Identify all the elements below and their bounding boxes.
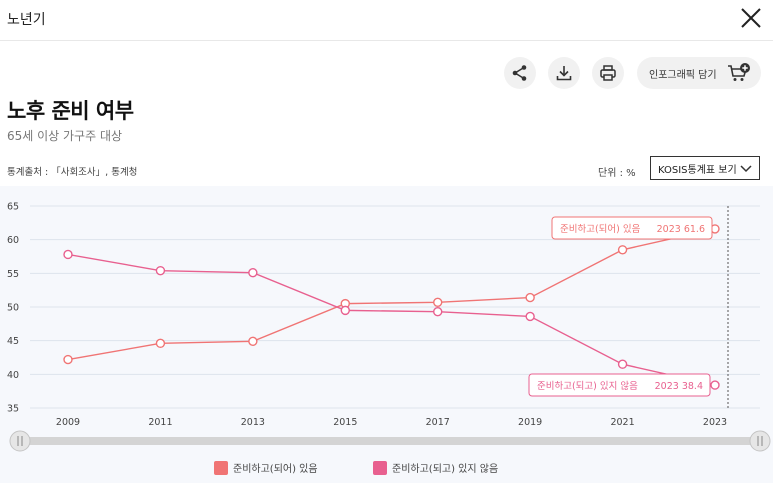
data-point bbox=[248, 267, 258, 278]
legend-item-series-1[interactable]: 준비하고(되어) 있음 bbox=[214, 460, 318, 475]
kosis-select-label: KOSIS통계표 보기 bbox=[658, 164, 737, 176]
y-tick-label: 65 bbox=[7, 202, 19, 213]
range-slider-right-handle[interactable] bbox=[749, 430, 771, 452]
data-point bbox=[710, 380, 720, 390]
x-tick-label: 2019 bbox=[518, 417, 542, 428]
x-tick-label: 2023 bbox=[703, 417, 727, 428]
range-slider-left-handle[interactable] bbox=[9, 430, 31, 452]
series-line-1 bbox=[67, 228, 716, 361]
y-tick-label: 40 bbox=[7, 370, 19, 381]
x-tick-label: 2009 bbox=[56, 417, 80, 428]
share-icon bbox=[512, 65, 527, 81]
data-point bbox=[155, 338, 166, 349]
kosis-table-select[interactable]: KOSIS통계표 보기 bbox=[650, 156, 760, 180]
data-point bbox=[340, 305, 350, 316]
y-tick-label: 55 bbox=[7, 269, 19, 280]
data-point bbox=[155, 265, 166, 276]
page-subtitle: 65세 이상 가구주 대상 bbox=[7, 129, 123, 143]
share-button[interactable] bbox=[504, 57, 536, 89]
y-tick-label: 45 bbox=[7, 336, 19, 347]
data-point bbox=[248, 336, 258, 347]
infographic-label: 인포그래픽 담기 bbox=[649, 69, 717, 81]
data-point bbox=[525, 292, 535, 303]
download-icon bbox=[556, 66, 572, 81]
page-title: 노후 준비 여부 bbox=[7, 99, 134, 123]
print-button[interactable] bbox=[592, 57, 624, 89]
legend-swatch-series-2 bbox=[373, 460, 387, 475]
close-button[interactable] bbox=[738, 5, 764, 31]
data-point bbox=[617, 245, 628, 255]
data-point bbox=[433, 297, 443, 307]
x-tick-label: 2015 bbox=[333, 417, 357, 428]
infographic-add-button[interactable]: 인포그래픽 담기 bbox=[637, 57, 761, 89]
legend-swatch-series-1 bbox=[214, 460, 228, 475]
data-source: 통계출처 : 「사회조사」, 통계청 bbox=[7, 167, 138, 178]
x-tick-label: 2021 bbox=[610, 417, 634, 428]
x-tick-label: 2017 bbox=[426, 417, 450, 428]
x-tick-label: 2013 bbox=[241, 417, 265, 428]
legend-label-series-1: 준비하고(되어) 있음 bbox=[233, 464, 318, 475]
callout-value: 2023 38.4 bbox=[655, 381, 703, 392]
data-point bbox=[63, 249, 73, 260]
callout-box bbox=[551, 216, 713, 240]
y-tick-label: 35 bbox=[7, 404, 19, 415]
x-tick-label: 2011 bbox=[148, 417, 172, 428]
legend-item-series-2[interactable]: 준비하고(되고) 있지 않음 bbox=[373, 460, 498, 475]
data-point bbox=[525, 311, 535, 322]
print-icon bbox=[600, 65, 616, 81]
callout-value: 2023 61.6 bbox=[657, 224, 705, 235]
data-point bbox=[63, 354, 73, 365]
y-tick-label: 50 bbox=[7, 303, 19, 314]
unit-label: 단위 : % bbox=[598, 168, 636, 179]
window-title: 노년기 bbox=[7, 12, 46, 28]
chart-area: 35 40 45 50 55 60 65 2009 2011 2013 2015 2017 2019 2… bbox=[0, 186, 773, 483]
y-tick-label: 60 bbox=[7, 235, 19, 246]
top-bar: 노년기 bbox=[0, 0, 773, 41]
chevron-down-icon bbox=[740, 165, 752, 173]
callout-box bbox=[528, 373, 711, 397]
cart-plus-icon bbox=[727, 63, 751, 87]
series-line-2 bbox=[67, 253, 716, 386]
download-button[interactable] bbox=[548, 57, 580, 89]
close-icon bbox=[741, 8, 761, 28]
line-chart: 35 40 45 50 55 60 65 2009 2011 2013 2015 2017 2019 2… bbox=[7, 202, 771, 452]
legend-label-series-2: 준비하고(되고) 있지 않음 bbox=[392, 464, 499, 475]
data-point bbox=[433, 307, 443, 317]
range-slider-track bbox=[20, 437, 758, 445]
data-point bbox=[617, 359, 628, 369]
callout-label: 준비하고(되고) 있지 않음 bbox=[537, 380, 638, 392]
callout-label: 준비하고(되어) 있음 bbox=[560, 223, 641, 235]
